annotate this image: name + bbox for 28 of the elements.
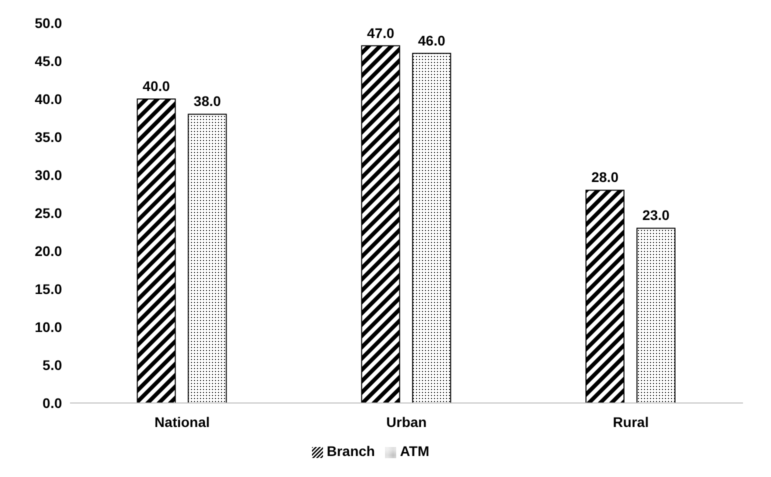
x-tick-label: Rural [612, 414, 649, 430]
y-tick-label: 0.0 [42, 394, 62, 411]
y-tick-label: 40.0 [34, 90, 62, 107]
y-tick-label: 10.0 [34, 318, 62, 335]
data-label: 40.0 [142, 78, 170, 94]
y-tick-label: 15.0 [34, 280, 62, 297]
bar [585, 190, 624, 403]
bar [361, 45, 400, 403]
legend-label: ATM [400, 443, 430, 459]
data-label: 47.0 [367, 24, 394, 41]
y-tick-label: 45.0 [34, 52, 62, 69]
y-tick-label: 30.0 [34, 166, 62, 183]
data-label: 23.0 [642, 207, 670, 224]
bar [412, 52, 452, 403]
bar [636, 228, 676, 403]
x-tick-label: Urban [386, 414, 427, 430]
legend-label: Branch [326, 443, 375, 459]
y-tick-label: 50.0 [34, 14, 62, 31]
data-label: 28.0 [591, 169, 619, 186]
y-tick-label: 20.0 [34, 242, 62, 259]
y-tick-label: 25.0 [34, 204, 62, 221]
data-label: 38.0 [194, 93, 222, 110]
bar [188, 114, 227, 403]
x-tick-label: National [154, 414, 210, 430]
y-tick-label: 35.0 [34, 128, 62, 145]
bar [136, 98, 176, 403]
y-tick-label: 5.0 [42, 356, 62, 373]
data-label: 46.0 [418, 32, 446, 48]
